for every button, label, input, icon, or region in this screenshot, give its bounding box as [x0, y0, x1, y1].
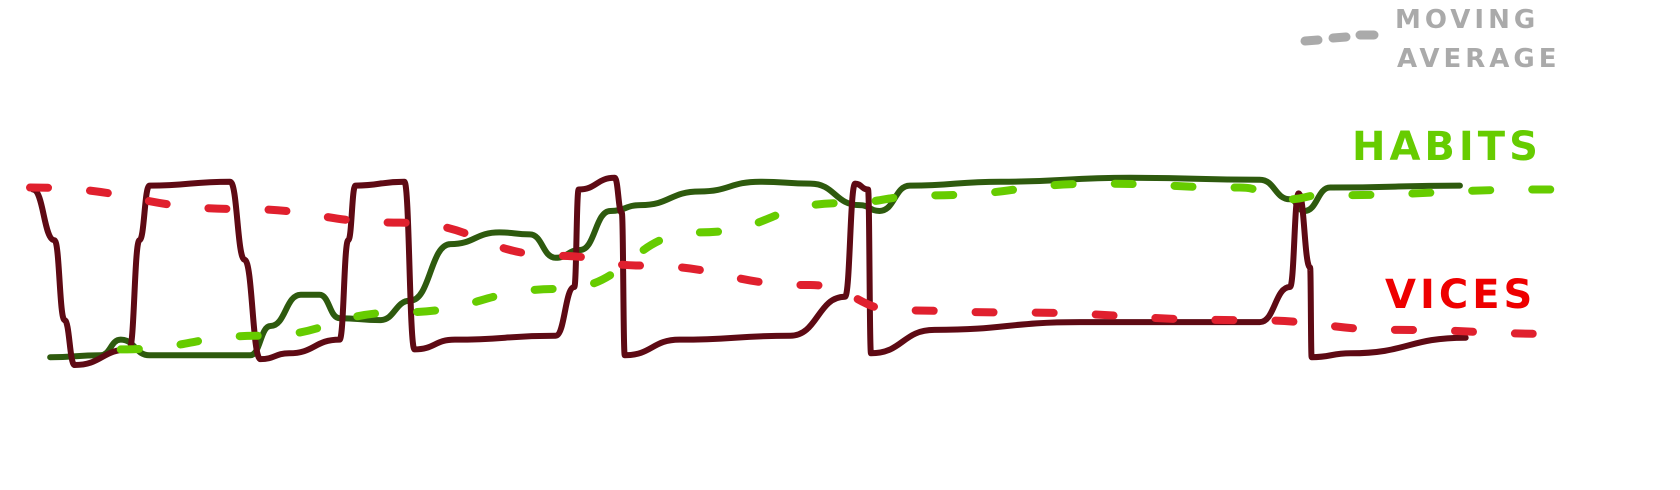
legend-label-line1: MOVING	[1395, 5, 1539, 35]
legend: MOVING AVERAGE	[1300, 5, 1560, 74]
legend-dash-swatch	[1300, 30, 1379, 46]
legend-label-line2: AVERAGE	[1397, 44, 1560, 74]
series-line-habits	[47, 174, 1463, 361]
plot-area	[26, 174, 1555, 368]
habits-series-label: HABITS	[1352, 124, 1542, 170]
series-line-habits-moving-average	[116, 179, 1555, 354]
vices-series-label: VICES	[1385, 272, 1536, 318]
series-line-vices-moving-average	[26, 183, 1555, 338]
